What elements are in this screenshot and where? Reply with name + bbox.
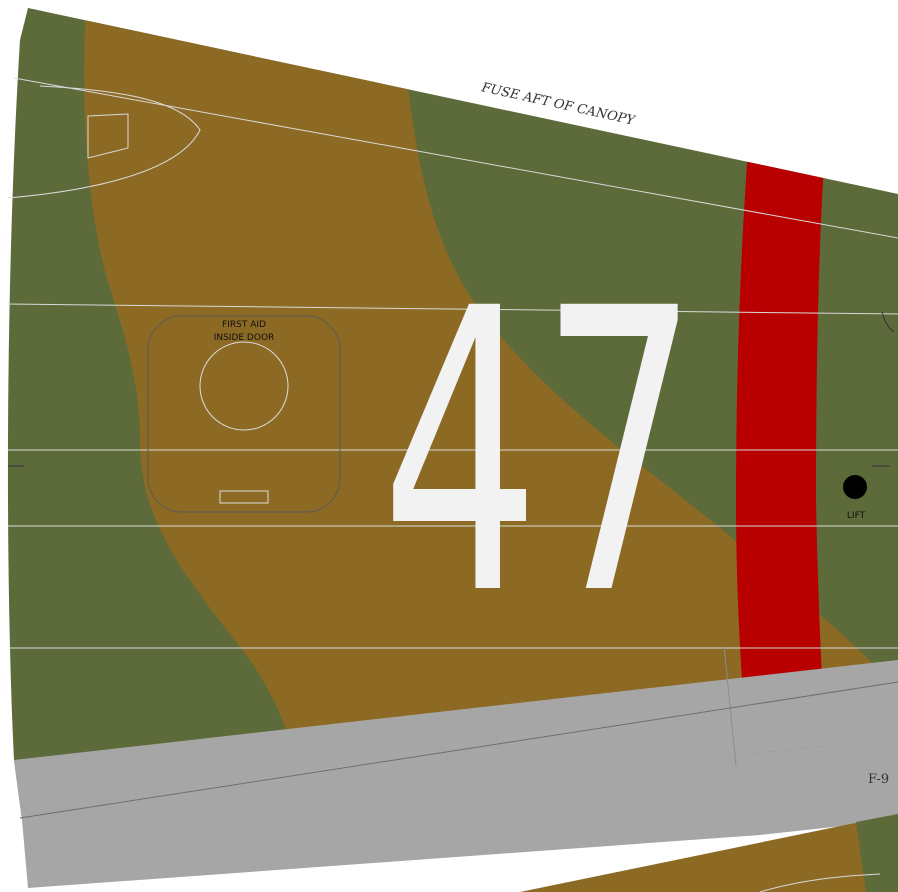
panel-lines [7,77,898,819]
first-aid-cross-circle [199,341,289,431]
lower-template-fragment [22,740,898,892]
dark-earth-camo-band [84,8,898,820]
lift-point-label: LIFT [847,511,866,521]
lift-point: LIFT [843,475,867,521]
first-aid-hatch: FIRST AID INSIDE DOOR [147,315,341,513]
aircraft-number: 47 [381,226,699,680]
first-aid-label-line1: FIRST AID [222,320,266,330]
page-code: F-9 [868,772,889,787]
first-aid-label-line2: INSIDE DOOR [214,333,275,343]
underside-grey-strip [14,660,898,820]
first-aid-door-outline [147,315,341,513]
register-marks [8,311,895,467]
red-fuselage-band [736,150,828,772]
lift-point-icon [843,475,867,499]
first-aid-latch [219,490,269,504]
